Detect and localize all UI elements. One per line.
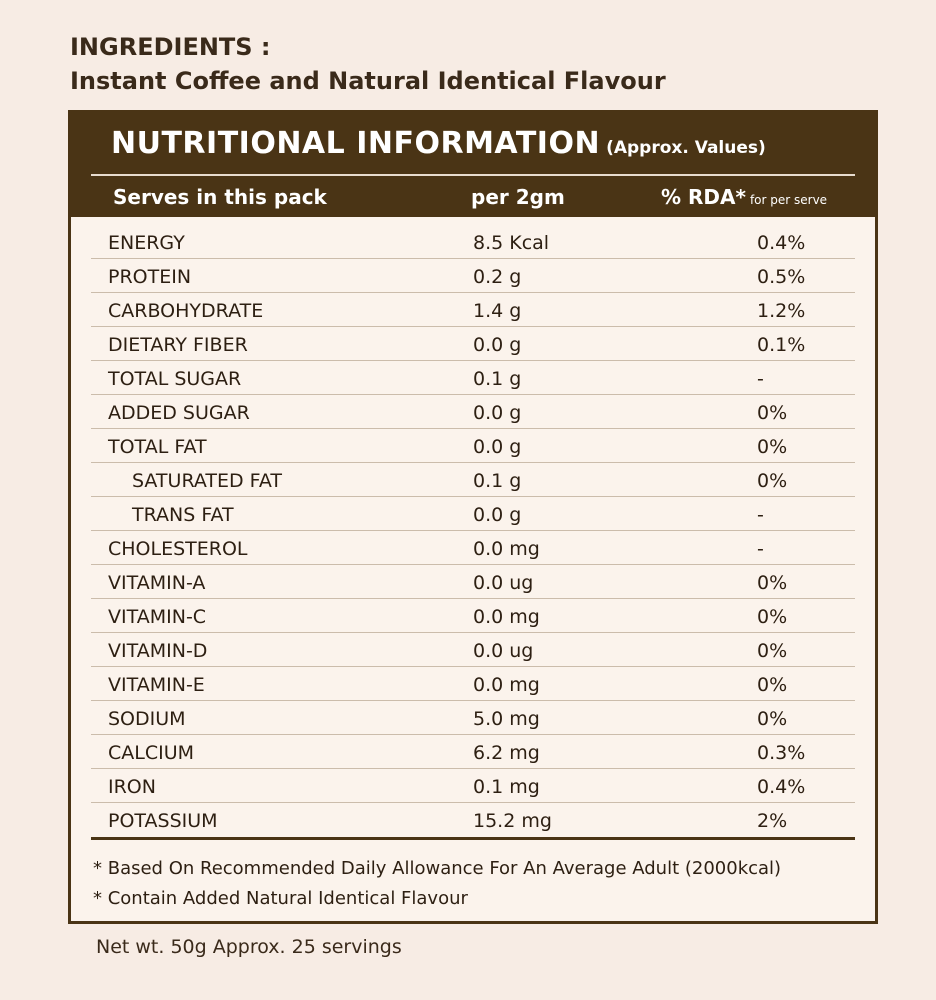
nutrient-value: 0.2 g: [473, 266, 522, 288]
nutrient-value: 0.0 g: [473, 334, 522, 356]
ingredients-section: INGREDIENTS : Instant Coffee and Natural…: [70, 30, 666, 98]
table-row: CARBOHYDRATE 1.4 g 1.2%: [91, 293, 855, 327]
nutrient-rda: 0%: [757, 402, 788, 424]
nutrient-value: 0.0 g: [473, 436, 522, 458]
table-row: ENERGY 8.5 Kcal 0.4%: [91, 225, 855, 259]
nutrient-name: PROTEIN: [108, 266, 192, 288]
nutrient-name: VITAMIN-D: [108, 640, 208, 662]
table-row: SODIUM 5.0 mg 0%: [91, 701, 855, 735]
table-row: SATURATED FAT 0.1 g 0%: [91, 463, 855, 497]
footnote-rda: * Based On Recommended Daily Allowance F…: [93, 858, 782, 879]
nutrient-value: 0.0 g: [473, 504, 522, 526]
footnotes: * Based On Recommended Daily Allowance F…: [93, 854, 781, 914]
nutrient-name: SODIUM: [108, 708, 186, 730]
nutrient-rda: 0.4%: [757, 232, 806, 254]
table-bottom-rule: [91, 837, 855, 840]
nutrition-title: NUTRITIONAL INFORMATION: [111, 126, 601, 161]
nutrient-rda: -: [757, 504, 764, 526]
header-divider: [91, 174, 855, 176]
column-header-rda-label: % RDA*: [661, 185, 746, 209]
nutrient-value: 6.2 mg: [473, 742, 540, 764]
table-row: VITAMIN-E 0.0 mg 0%: [91, 667, 855, 701]
nutrient-value: 1.4 g: [473, 300, 522, 322]
nutrient-name: CHOLESTEROL: [108, 538, 248, 560]
nutrient-name: CARBOHYDRATE: [108, 300, 264, 322]
nutrient-rda: -: [757, 538, 764, 560]
column-header-per-2gm: per 2gm: [471, 185, 565, 209]
nutrient-name: TOTAL FAT: [108, 436, 207, 458]
nutrient-rda: 0.5%: [757, 266, 806, 288]
ingredients-title: INGREDIENTS :: [70, 33, 271, 61]
nutrient-name: IRON: [108, 776, 156, 798]
nutrient-value: 15.2 mg: [473, 810, 552, 832]
nutrient-value: 5.0 mg: [473, 708, 540, 730]
nutrient-rda: 0.3%: [757, 742, 806, 764]
nutrient-name: TRANS FAT: [132, 504, 234, 526]
table-row: ADDED SUGAR 0.0 g 0%: [91, 395, 855, 429]
nutrient-name: VITAMIN-A: [108, 572, 206, 594]
nutrient-name: DIETARY FIBER: [108, 334, 248, 356]
nutrition-title-line: NUTRITIONAL INFORMATION (Approx. Values): [111, 126, 766, 161]
nutrient-name: ADDED SUGAR: [108, 402, 250, 424]
nutrient-rda: 0%: [757, 436, 788, 458]
nutrient-rda: -: [757, 368, 764, 390]
table-row: IRON 0.1 mg 0.4%: [91, 769, 855, 803]
nutrient-rda: 0.1%: [757, 334, 806, 356]
nutrient-value: 0.0 ug: [473, 572, 534, 594]
ingredients-text: Instant Coffee and Natural Identical Fla…: [70, 67, 666, 95]
nutrition-subtitle: (Approx. Values): [606, 138, 766, 158]
nutrient-rda: 2%: [757, 810, 788, 832]
nutrient-value: 0.1 g: [473, 368, 522, 390]
table-row: VITAMIN-C 0.0 mg 0%: [91, 599, 855, 633]
nutrient-name: CALCIUM: [108, 742, 195, 764]
nutrient-rda: 0%: [757, 674, 788, 696]
nutrient-name: SATURATED FAT: [132, 470, 282, 492]
footnote-flavour: * Contain Added Natural Identical Flavou…: [93, 888, 468, 909]
nutrient-rda: 0%: [757, 470, 788, 492]
column-header-rda: % RDA* for per serve: [661, 185, 827, 209]
nutrient-value: 0.0 mg: [473, 674, 540, 696]
table-row: CHOLESTEROL 0.0 mg -: [91, 531, 855, 565]
nutrient-name: POTASSIUM: [108, 810, 218, 832]
table-row: TOTAL FAT 0.0 g 0%: [91, 429, 855, 463]
table-row: POTASSIUM 15.2 mg 2%: [91, 803, 855, 837]
nutrient-rda: 0%: [757, 572, 788, 594]
nutrient-value: 0.0 mg: [473, 606, 540, 628]
table-row: VITAMIN-D 0.0 ug 0%: [91, 633, 855, 667]
nutrition-header: NUTRITIONAL INFORMATION (Approx. Values) …: [71, 113, 875, 217]
nutrient-rda: 1.2%: [757, 300, 806, 322]
nutrient-rda: 0%: [757, 640, 788, 662]
table-row: CALCIUM 6.2 mg 0.3%: [91, 735, 855, 769]
column-header-rda-note: for per serve: [749, 193, 828, 207]
nutrient-name: VITAMIN-E: [108, 674, 205, 696]
nutrition-panel: NUTRITIONAL INFORMATION (Approx. Values) …: [68, 110, 878, 924]
nutrient-rda: 0.4%: [757, 776, 806, 798]
nutrient-name: ENERGY: [108, 232, 185, 254]
table-row: VITAMIN-A 0.0 ug 0%: [91, 565, 855, 599]
table-row: PROTEIN 0.2 g 0.5%: [91, 259, 855, 293]
table-row: TOTAL SUGAR 0.1 g -: [91, 361, 855, 395]
net-weight: Net wt. 50g Approx. 25 servings: [96, 936, 402, 958]
nutrition-table: ENERGY 8.5 Kcal 0.4% PROTEIN 0.2 g 0.5% CARB…: [91, 225, 855, 837]
nutrient-rda: 0%: [757, 606, 788, 628]
column-header-serves: Serves in this pack: [113, 185, 327, 209]
table-row: TRANS FAT 0.0 g -: [91, 497, 855, 531]
nutrient-value: 0.0 g: [473, 402, 522, 424]
nutrient-value: 0.1 g: [473, 470, 522, 492]
nutrient-name: TOTAL SUGAR: [108, 368, 242, 390]
nutrient-value: 0.1 mg: [473, 776, 540, 798]
nutrient-value: 0.0 mg: [473, 538, 540, 560]
table-row: DIETARY FIBER 0.0 g 0.1%: [91, 327, 855, 361]
nutrient-rda: 0%: [757, 708, 788, 730]
nutrient-value: 8.5 Kcal: [473, 232, 550, 254]
nutrient-value: 0.0 ug: [473, 640, 534, 662]
nutrient-name: VITAMIN-C: [108, 606, 207, 628]
